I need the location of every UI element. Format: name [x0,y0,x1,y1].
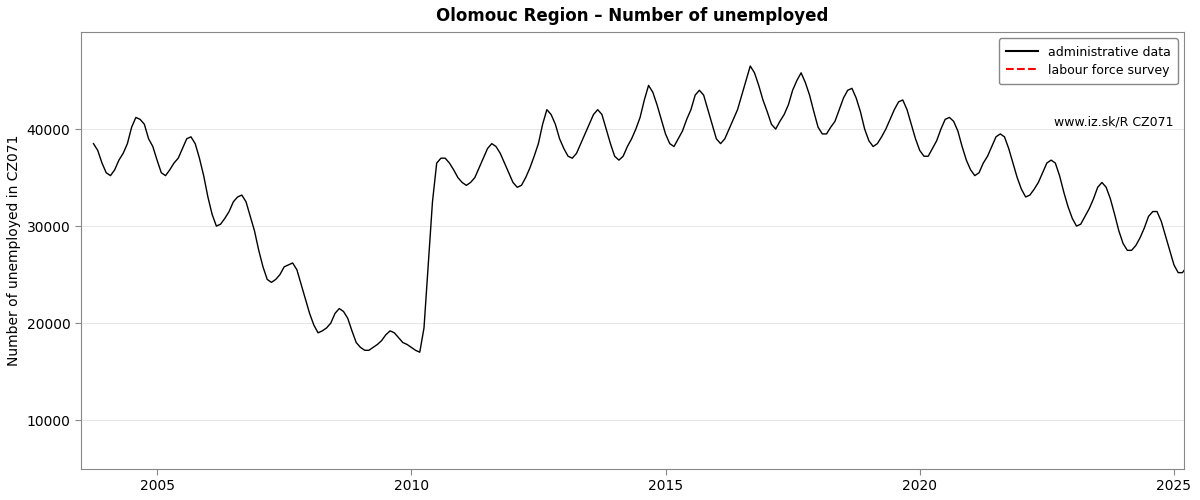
Title: Olomouc Region – Number of unemployed: Olomouc Region – Number of unemployed [437,7,829,25]
Text: www.iz.sk/R CZ071: www.iz.sk/R CZ071 [1054,116,1174,128]
Legend: administrative data, labour force survey: administrative data, labour force survey [998,38,1178,84]
Y-axis label: Number of unemployed in CZ071: Number of unemployed in CZ071 [7,134,20,366]
